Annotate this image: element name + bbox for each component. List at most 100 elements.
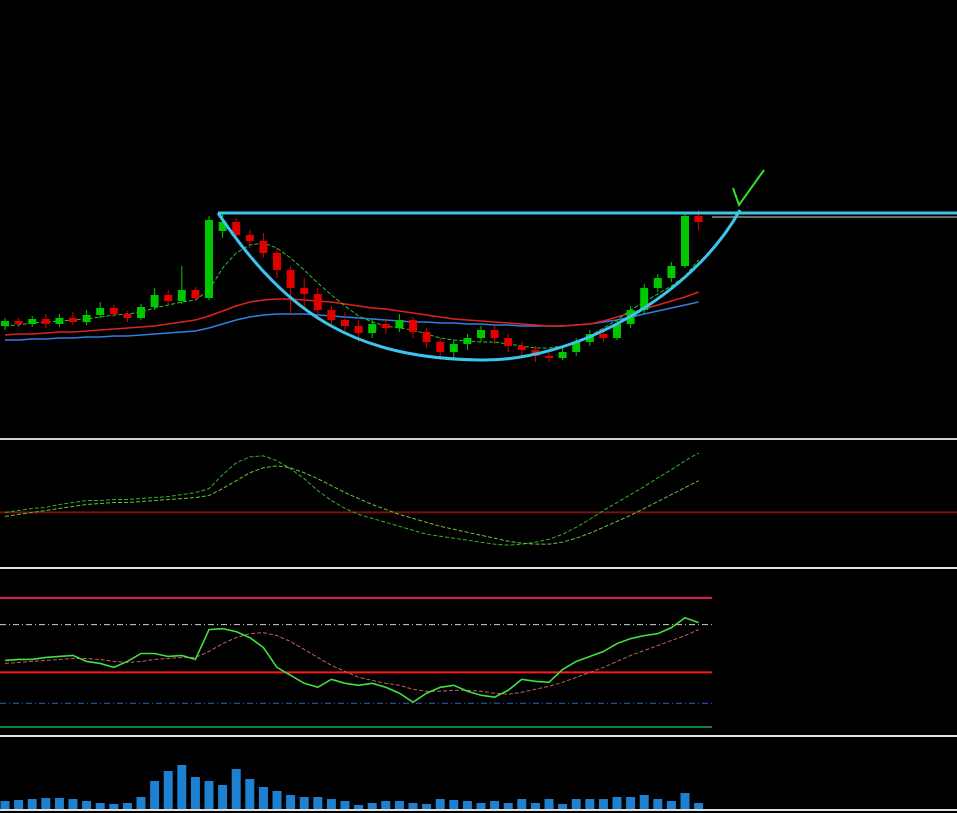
candle-body — [572, 342, 581, 352]
volume-bar — [490, 801, 500, 809]
candle-body — [449, 344, 458, 352]
volume-bar — [136, 797, 146, 809]
candle-body — [599, 334, 608, 338]
candle-body — [368, 324, 377, 333]
candle-body — [273, 253, 281, 270]
candle-body — [313, 294, 322, 310]
volume-bar — [598, 799, 608, 809]
candle-body — [137, 307, 145, 318]
indicator-line — [4, 291, 699, 336]
candle-body — [517, 346, 526, 350]
volume-bar — [503, 803, 513, 809]
volume-bar — [326, 799, 336, 809]
volume-bar — [190, 777, 200, 809]
volume-bar — [177, 765, 187, 809]
candle-body — [259, 241, 268, 253]
candle-body — [681, 216, 689, 266]
candle-body — [191, 290, 200, 298]
volume-bar — [163, 771, 173, 809]
volume-bar — [462, 801, 472, 809]
candle-body — [164, 295, 173, 301]
cup-curve — [216, 209, 742, 362]
candle-body — [341, 320, 349, 326]
indicator-line — [4, 629, 699, 695]
candle-body — [1, 321, 9, 326]
volume-bar — [286, 795, 296, 809]
indicator-line — [4, 465, 699, 545]
candle-body — [436, 342, 445, 352]
volume-bar — [653, 799, 663, 809]
candle-body — [96, 308, 105, 315]
candle-body — [463, 338, 472, 344]
volume-bar — [408, 803, 418, 809]
volume-bar — [313, 797, 323, 809]
candle-body — [327, 310, 336, 320]
volume-bar — [394, 801, 404, 809]
volume-bar — [54, 798, 64, 809]
candle-body — [381, 324, 390, 328]
check-mark — [732, 169, 765, 208]
volume-bar — [41, 798, 51, 809]
volume-bar — [109, 804, 119, 809]
volume-bar — [544, 799, 554, 809]
volume-bar — [476, 803, 486, 809]
volume-bar — [639, 795, 649, 809]
volume-bar — [27, 799, 37, 809]
volume-bar — [530, 803, 540, 809]
volume-bar — [82, 801, 92, 809]
volume-bar — [571, 799, 581, 809]
volume-bar — [122, 803, 132, 809]
marks — [0, 210, 957, 809]
volume-bar — [558, 804, 568, 809]
indicator-line — [4, 616, 699, 704]
volume-bar — [367, 803, 377, 809]
volume-bar — [299, 797, 309, 809]
candle-body — [545, 356, 553, 358]
candle-body — [477, 330, 485, 338]
volume-bar — [381, 801, 391, 809]
volume-bar — [68, 799, 78, 809]
candle-body — [694, 216, 703, 222]
candle-body — [667, 266, 676, 278]
candle-body — [109, 308, 118, 314]
volume-bar — [95, 803, 105, 809]
candle-body — [653, 278, 662, 288]
volume-bar — [231, 769, 241, 809]
candle-body — [245, 235, 254, 241]
candle-body — [82, 315, 91, 322]
indicator-line — [4, 452, 699, 546]
candle-body — [409, 320, 417, 332]
candle-body — [354, 326, 363, 333]
candle-body — [558, 352, 567, 358]
volume-bar — [680, 793, 690, 809]
volume-bar — [585, 799, 595, 809]
candle-body — [14, 321, 23, 324]
candle-body — [177, 290, 186, 301]
candle-body — [123, 314, 132, 318]
volume-bar — [150, 781, 160, 809]
indicator-line — [4, 242, 699, 349]
volume-bar — [272, 791, 282, 809]
candle-body — [286, 270, 295, 288]
volume-bar — [626, 797, 636, 809]
candle-body — [490, 330, 499, 338]
candle-body — [205, 220, 213, 298]
candle-body — [504, 338, 513, 346]
candle-body — [395, 320, 404, 328]
candle-body — [422, 332, 431, 342]
volume-bar — [14, 800, 24, 809]
candle-body — [218, 222, 227, 231]
volume-bar — [340, 801, 350, 809]
candle-body — [150, 295, 159, 307]
candle-body — [640, 288, 649, 310]
volume-bar — [449, 800, 459, 809]
volume-bar — [612, 797, 622, 809]
candle-body — [69, 318, 77, 322]
volume-bar — [245, 779, 255, 809]
candle-body — [613, 324, 621, 338]
candle-body — [41, 319, 50, 324]
candle-body — [232, 222, 241, 235]
